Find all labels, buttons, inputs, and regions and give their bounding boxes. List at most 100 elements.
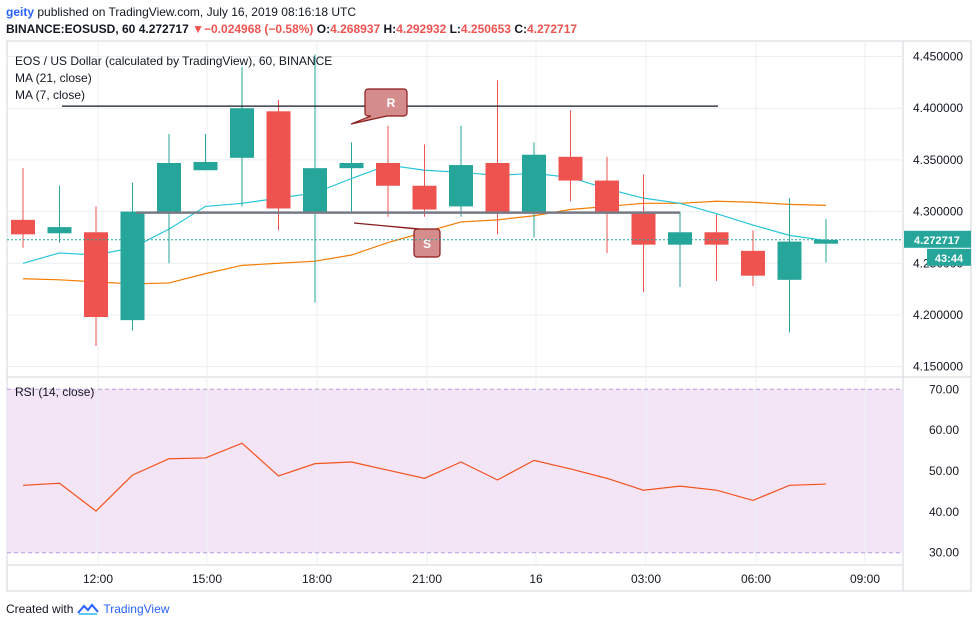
candle-body xyxy=(485,162,510,214)
up-candle xyxy=(668,211,692,288)
rsi-tick-label: 30.00 xyxy=(929,546,959,560)
x-tick-label: 12:00 xyxy=(83,572,113,586)
candle-body xyxy=(193,161,218,171)
x-tick-label: 03:00 xyxy=(631,572,661,586)
tradingview-logo-icon xyxy=(77,603,100,615)
created-with-text: Created with xyxy=(6,602,74,616)
x-tick-label: 06:00 xyxy=(741,572,771,586)
down-candle xyxy=(485,80,510,235)
up-candle xyxy=(157,134,181,264)
candle-body xyxy=(303,168,327,212)
rsi-tick-label: 50.00 xyxy=(929,464,959,478)
up-candle xyxy=(449,125,473,217)
price-tag-value: 4.272717 xyxy=(914,235,960,247)
candles[interactable] xyxy=(11,54,838,346)
published-text: published on TradingView.com, July 16, 2… xyxy=(37,5,357,19)
candle-body xyxy=(668,232,692,245)
candle-body xyxy=(777,241,802,280)
chart-title: EOS / US Dollar (calculated by TradingVi… xyxy=(15,54,332,68)
candle-body xyxy=(631,211,656,245)
candle-body xyxy=(84,232,108,318)
rsi-line xyxy=(22,442,827,512)
symbol-line: BINANCE:EOSUSD, 60 xyxy=(6,22,136,36)
rsi-tick-label: 60.00 xyxy=(929,423,959,437)
x-tick-label: 21:00 xyxy=(412,572,442,586)
up-candle xyxy=(120,182,145,331)
price-tag: 4.272717 43:44 xyxy=(904,230,971,266)
close-label: C: xyxy=(514,22,527,36)
up-candle xyxy=(303,54,327,303)
y-tick-label: 4.350000 xyxy=(913,153,963,167)
candle-body xyxy=(376,162,400,186)
rsi-legend[interactable]: RSI (14, close) xyxy=(15,385,94,399)
chart-frame xyxy=(6,40,972,592)
symbol-info: BINANCE:EOSUSD, 60 4.272717 ▼−0.024968 (… xyxy=(6,22,577,36)
y-tick-label: 4.400000 xyxy=(913,101,963,115)
up-candle xyxy=(339,142,364,212)
open-label: O: xyxy=(316,22,331,36)
candle-body xyxy=(704,232,729,245)
ma7-legend[interactable]: MA (7, close) xyxy=(15,88,85,102)
candle-body xyxy=(339,162,364,169)
publish-info: geity published on TradingView.com, July… xyxy=(6,5,356,19)
down-candle xyxy=(704,214,729,281)
y-tick-label: 4.200000 xyxy=(913,308,963,322)
candle-body xyxy=(11,219,35,235)
up-candle xyxy=(193,134,218,171)
candle-body xyxy=(266,111,291,209)
open-value: 4.268937 xyxy=(330,22,381,36)
author-name[interactable]: geity xyxy=(6,5,35,19)
candle-body xyxy=(558,156,583,181)
down-candle xyxy=(595,156,619,253)
down-candle xyxy=(741,230,765,287)
up-candle xyxy=(47,185,72,243)
down-candle xyxy=(266,99,291,231)
candle-body xyxy=(157,162,181,212)
rsi-band xyxy=(7,389,903,553)
candle-body xyxy=(230,108,254,158)
axes: 12:00 15:00 18:00 21:00 16 03:00 06:00 09:00 4.1… xyxy=(83,50,963,586)
y-tick-label: 4.150000 xyxy=(913,360,963,374)
candle-body xyxy=(412,185,437,210)
close-value: 4.272717 xyxy=(527,22,578,36)
candle-body xyxy=(120,211,145,321)
rsi-tick-label: 70.00 xyxy=(929,382,959,396)
down-candle xyxy=(558,110,583,202)
down-arrow-icon: ▼ xyxy=(192,22,204,36)
last-price: 4.272717 xyxy=(138,22,189,36)
tradingview-brand[interactable]: TradingView xyxy=(103,602,170,616)
down-candle xyxy=(412,144,437,217)
s-callout[interactable]: S xyxy=(353,222,441,258)
low-label: L: xyxy=(449,22,461,36)
rsi-tick-label: 40.00 xyxy=(929,505,959,519)
candle-body xyxy=(47,227,72,234)
r-callout[interactable]: R xyxy=(350,88,408,125)
up-candle xyxy=(814,218,838,263)
x-tick-label: 18:00 xyxy=(302,572,332,586)
x-tick-label: 09:00 xyxy=(850,572,880,586)
y-tick-label: 4.300000 xyxy=(913,205,963,219)
down-candle xyxy=(11,168,35,248)
candle-body xyxy=(741,250,765,276)
up-candle xyxy=(230,66,254,207)
change-value: −0.024968 (−0.58%) xyxy=(204,22,314,36)
y-tick-label: 4.450000 xyxy=(913,50,963,64)
x-tick-label: 16 xyxy=(529,572,543,586)
x-tick-label: 15:00 xyxy=(192,572,222,586)
high-value: 4.292932 xyxy=(396,22,447,36)
resistance-label: R xyxy=(387,96,396,110)
down-candle xyxy=(631,174,656,293)
candle-body xyxy=(595,180,619,214)
candle-body xyxy=(449,165,473,207)
up-candle xyxy=(777,198,802,333)
high-label: H: xyxy=(383,22,397,36)
candle-body xyxy=(814,239,838,244)
down-candle xyxy=(376,125,400,217)
ma21-legend[interactable]: MA (21, close) xyxy=(15,71,92,85)
up-candle xyxy=(522,142,546,238)
footer: Created with TradingView xyxy=(6,602,169,616)
low-value: 4.250653 xyxy=(460,22,511,36)
support-label: S xyxy=(423,237,431,251)
candle-body xyxy=(522,154,546,214)
